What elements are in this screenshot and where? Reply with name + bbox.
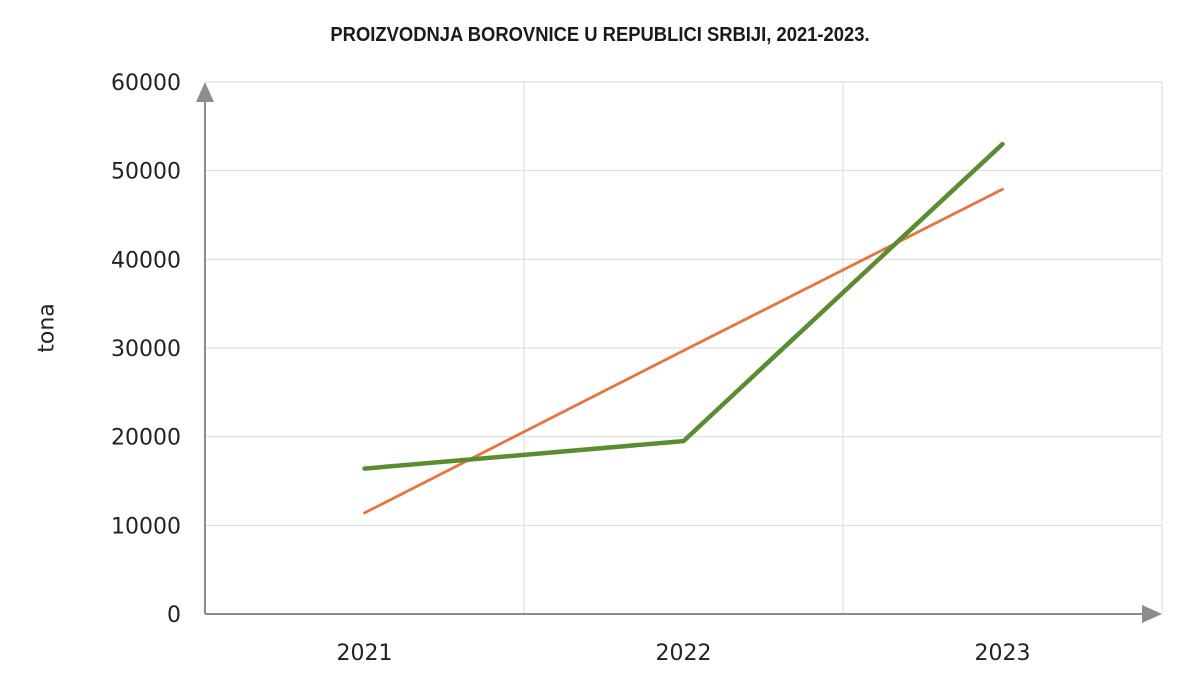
y-tick-label: 50000 [111, 160, 181, 185]
chart-title: PROIZVODNJA BOROVNICE U REPUBLICI SRBIJI… [330, 24, 870, 46]
y-axis-arrow [196, 82, 214, 102]
x-tick-label: 2022 [656, 641, 712, 666]
x-tick-label: 2023 [975, 641, 1031, 666]
series-line-2 [363, 187, 1004, 515]
x-axis-arrow [1142, 605, 1162, 623]
y-tick-label: 40000 [111, 248, 181, 273]
y-tick-label: 10000 [111, 514, 181, 539]
y-tick-label: 20000 [111, 426, 181, 451]
x-tick-label: 2021 [337, 641, 393, 666]
y-tick-label: 0 [167, 603, 181, 628]
series-line-1 [362, 141, 1005, 471]
y-tick-label: 60000 [111, 71, 181, 96]
y-tick-label: 30000 [111, 337, 181, 362]
